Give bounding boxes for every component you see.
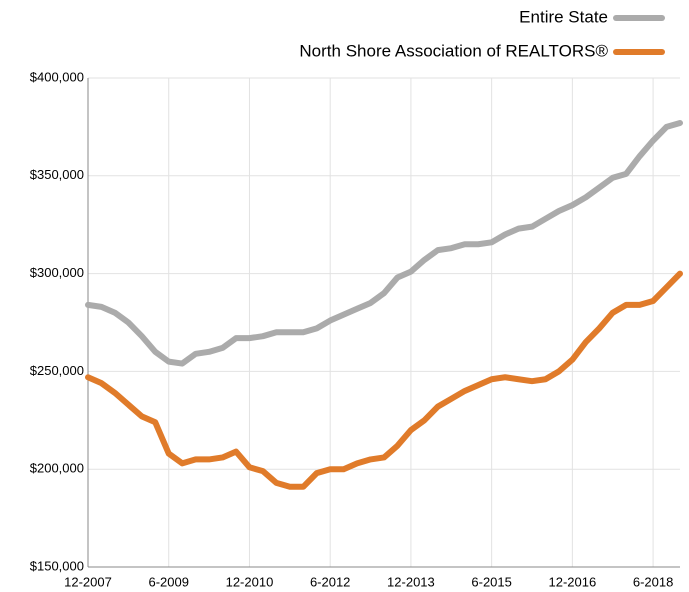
x-tick-label: 6-2015	[471, 574, 511, 589]
series-line	[85, 119, 683, 367]
x-tick-label: 6-2012	[310, 574, 350, 589]
y-tick-label: $300,000	[30, 265, 84, 280]
y-tick-label: $350,000	[30, 167, 84, 182]
x-tick-label: 12-2013	[387, 574, 435, 589]
y-tick-label: $400,000	[30, 69, 84, 84]
legend-label: Entire State	[519, 7, 608, 26]
series-line	[85, 270, 683, 490]
y-tick-label: $200,000	[30, 461, 84, 476]
x-tick-label: 12-2010	[226, 574, 274, 589]
legend-label: North Shore Association of REALTORS®	[299, 41, 608, 60]
x-tick-label: 6-2009	[148, 574, 188, 589]
x-tick-label: 12-2007	[64, 574, 112, 589]
x-tick-label: 12-2016	[549, 574, 597, 589]
y-tick-label: $150,000	[30, 558, 84, 573]
x-tick-label: 6-2018	[633, 574, 673, 589]
y-tick-label: $250,000	[30, 363, 84, 378]
